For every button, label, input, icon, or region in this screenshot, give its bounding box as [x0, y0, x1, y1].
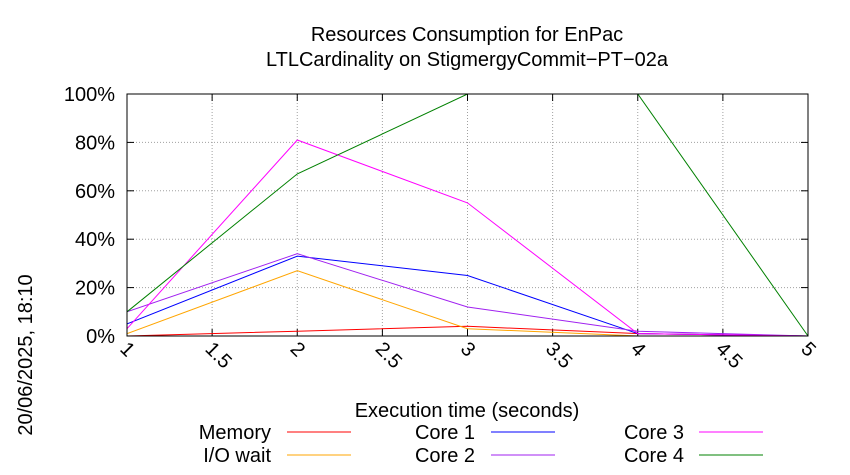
series-line-core-3 [126, 139, 809, 337]
chart-title-line1: Resources Consumption for EnPac [311, 24, 623, 46]
x-axis-label: Execution time (seconds) [355, 400, 580, 422]
series-line-core-2 [126, 253, 809, 337]
x-tick-label: 4.5 [711, 338, 746, 373]
y-tick-label: 40% [75, 229, 115, 251]
y-tick-label: 0% [86, 326, 115, 348]
plot-border [126, 93, 809, 337]
x-tick-label: 1.5 [201, 338, 236, 373]
legend-label: I/O wait [203, 445, 271, 467]
chart-title-line2: LTLCardinality on StigmergyCommit−PT−02a [266, 49, 669, 71]
x-axis-ticks: 1 1.5 2 2.5 3 3.5 4 4.5 5 [115, 94, 820, 373]
y-tick-label: 20% [75, 278, 115, 300]
legend-label: Core 4 [624, 445, 684, 467]
y-tick-label: 60% [75, 181, 115, 203]
y-tick-label: 100% [64, 84, 115, 106]
y-axis-ticks: 0% 20% 40% 60% 80% 100% [64, 84, 808, 348]
timestamp-label: 20/06/2025, 18:10 [15, 274, 37, 435]
legend-label: Core 2 [415, 445, 475, 467]
x-tick-label: 3.5 [541, 338, 576, 373]
legend-label: Core 1 [415, 422, 475, 444]
x-tick-label: 2.5 [371, 338, 406, 373]
x-tick-label: 5 [796, 338, 819, 361]
x-tick-label: 4 [626, 338, 649, 361]
x-tick-label: 2 [286, 338, 309, 361]
legend-label: Memory [199, 422, 271, 444]
y-tick-label: 80% [75, 132, 115, 154]
x-tick-label: 1 [115, 338, 138, 361]
x-tick-label: 3 [456, 338, 479, 361]
legend-label: Core 3 [624, 422, 684, 444]
